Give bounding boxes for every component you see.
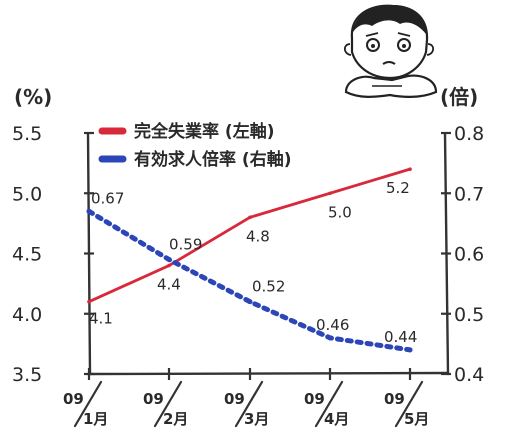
svg-text:09: 09 xyxy=(384,390,405,408)
data-label: 0.59 xyxy=(169,236,202,254)
legend-label-job-ratio: 有効求人倍率 (右軸) xyxy=(134,149,291,170)
data-point xyxy=(87,299,91,304)
right-tick-label: 0.5 xyxy=(454,304,484,326)
right-tick-label: 0.6 xyxy=(454,244,484,266)
series-unemployment: 4.1 4.4 4.8 5.0 5.2 xyxy=(87,167,412,328)
data-point xyxy=(328,191,332,196)
data-label: 5.2 xyxy=(386,179,410,197)
data-point xyxy=(247,299,253,305)
data-label: 4.8 xyxy=(246,227,270,245)
right-tick-label: 0.7 xyxy=(454,183,484,205)
data-label: 0.46 xyxy=(316,316,349,334)
svg-text:3月: 3月 xyxy=(244,410,269,428)
x-axis-line xyxy=(86,371,450,376)
right-tick-label: 0.4 xyxy=(454,364,484,386)
left-axis-unit: (%) xyxy=(14,85,52,109)
data-point xyxy=(248,215,252,220)
svg-text:1月: 1月 xyxy=(83,410,108,428)
left-tick-label: 5.0 xyxy=(12,183,42,205)
right-axis-unit: (倍) xyxy=(440,85,478,109)
data-point xyxy=(327,335,333,341)
svg-text:5月: 5月 xyxy=(404,410,429,428)
data-label: 4.4 xyxy=(157,276,181,294)
data-point xyxy=(407,347,413,353)
series-layer: 4.1 4.4 4.8 5.0 5.2 0.67 0.59 0.52 0.46 0.44 xyxy=(86,167,417,353)
svg-text:4月: 4月 xyxy=(324,410,349,428)
left-axis-ticks: 5.5 5.0 4.5 4.0 3.5 xyxy=(12,123,94,386)
data-point xyxy=(167,263,171,268)
data-label: 5.0 xyxy=(328,203,352,221)
svg-text:09: 09 xyxy=(143,390,164,408)
data-label: 0.67 xyxy=(91,189,124,207)
svg-text:09: 09 xyxy=(63,390,84,408)
right-axis-ticks: 0.8 0.7 0.6 0.5 0.4 xyxy=(441,123,484,386)
svg-text:2月: 2月 xyxy=(163,410,188,428)
data-label: 4.1 xyxy=(89,310,113,328)
left-tick-label: 3.5 xyxy=(12,364,42,386)
right-tick-label: 0.8 xyxy=(454,123,484,145)
svg-text:09: 09 xyxy=(224,390,245,408)
data-point xyxy=(408,167,412,171)
left-tick-label: 5.5 xyxy=(12,123,42,145)
data-point xyxy=(86,208,92,214)
data-point xyxy=(166,257,172,263)
legend: 完全失業率 (左軸) 有効求人倍率 (右軸) xyxy=(98,121,291,170)
left-tick-label: 4.5 xyxy=(12,244,42,266)
legend-label-unemployment: 完全失業率 (左軸) xyxy=(134,121,274,142)
data-label: 0.52 xyxy=(252,278,285,296)
left-tick-label: 4.0 xyxy=(12,304,42,326)
svg-text:09: 09 xyxy=(304,390,325,408)
data-label: 0.44 xyxy=(384,328,417,346)
worried-person-icon xyxy=(343,4,438,98)
series-job-ratio: 0.67 0.59 0.52 0.46 0.44 xyxy=(86,189,417,353)
